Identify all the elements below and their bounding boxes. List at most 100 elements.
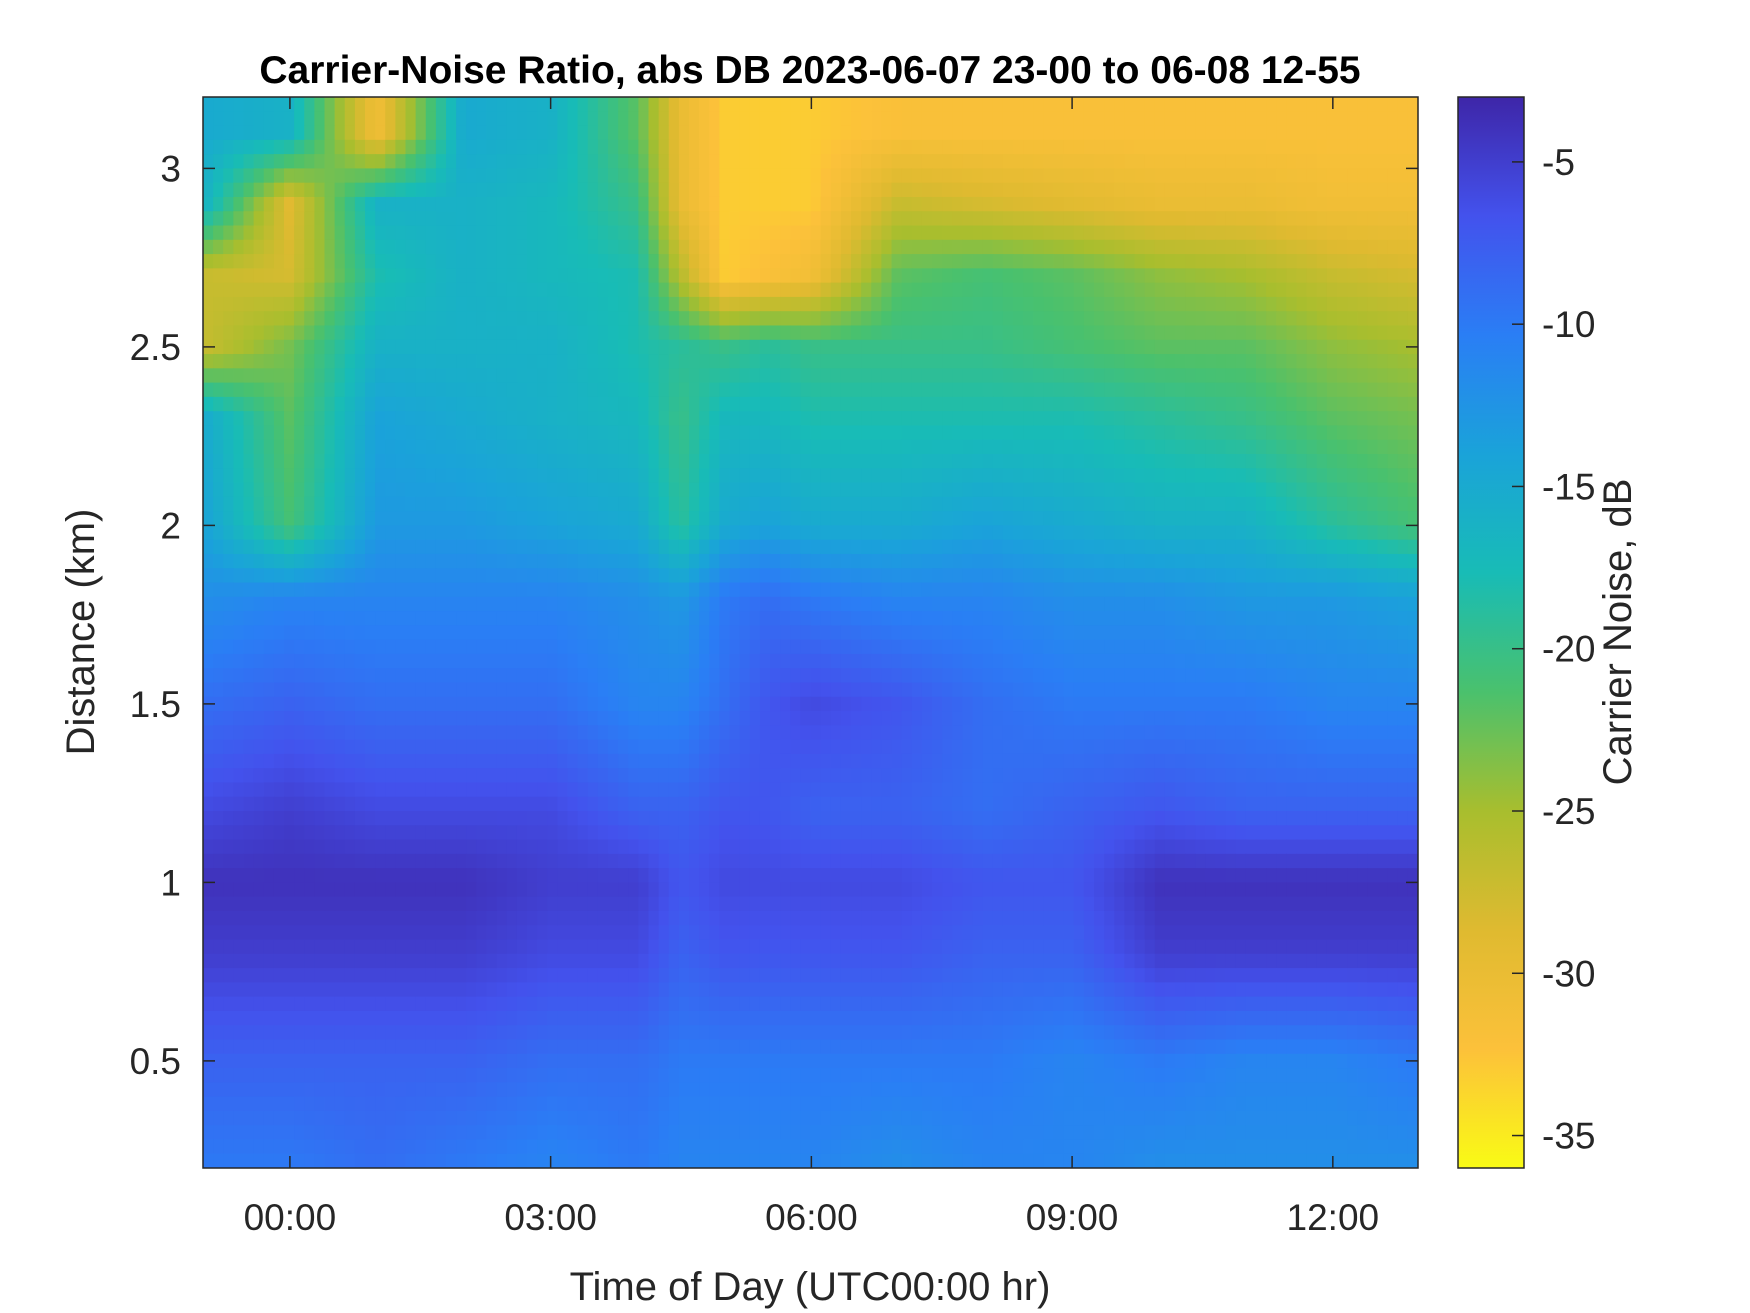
- heatmap-cell: [719, 139, 731, 155]
- heatmap-cell: [790, 468, 801, 484]
- heatmap-cell: [962, 668, 974, 684]
- heatmap-cell: [334, 268, 346, 284]
- heatmap-cell: [354, 125, 366, 141]
- heatmap-cell: [1033, 625, 1044, 641]
- heatmap-cell: [1306, 225, 1318, 241]
- heatmap-cell: [243, 268, 255, 284]
- heatmap-cell: [294, 111, 305, 127]
- heatmap-cell: [1124, 625, 1136, 641]
- heatmap-cell: [638, 682, 650, 698]
- heatmap-cell: [1124, 396, 1136, 412]
- heatmap-cell: [648, 653, 660, 669]
- heatmap-cell: [405, 125, 417, 141]
- heatmap-cell: [1215, 582, 1227, 598]
- heatmap-cell: [1124, 539, 1136, 555]
- heatmap-cell: [689, 196, 700, 212]
- heatmap-cell: [1225, 539, 1237, 555]
- heatmap-cell: [1337, 553, 1348, 569]
- heatmap-cell: [334, 668, 346, 684]
- heatmap-cell: [476, 368, 488, 384]
- heatmap-cell: [506, 311, 518, 327]
- heatmap-cell: [1276, 596, 1287, 612]
- heatmap-cell: [1175, 496, 1186, 512]
- heatmap-cell: [1377, 268, 1389, 284]
- heatmap-cell: [1033, 439, 1044, 455]
- heatmap-cell: [425, 296, 437, 312]
- heatmap-cell: [790, 454, 801, 469]
- heatmap-cell: [1114, 254, 1125, 269]
- heatmap-cell: [385, 325, 396, 341]
- heatmap-cell: [597, 553, 609, 569]
- heatmap-cell: [1185, 282, 1196, 298]
- heatmap-cell: [324, 553, 336, 569]
- heatmap-cell: [395, 511, 407, 526]
- heatmap-cell: [719, 682, 731, 698]
- heatmap-cell: [587, 182, 599, 198]
- heatmap-cell: [577, 611, 589, 626]
- heatmap-cell: [466, 482, 477, 498]
- heatmap-cell: [314, 125, 326, 141]
- heatmap-cell: [881, 425, 893, 441]
- heatmap-cell: [385, 568, 396, 584]
- heatmap-cell: [861, 525, 872, 541]
- heatmap-cell: [213, 439, 224, 455]
- heatmap-cell: [911, 339, 923, 355]
- heatmap-cell: [557, 511, 569, 526]
- heatmap-cell: [527, 582, 538, 598]
- heatmap-cell: [213, 553, 224, 569]
- heatmap-cell: [1347, 239, 1358, 255]
- heatmap-cell: [425, 439, 437, 455]
- heatmap-cell: [729, 396, 741, 412]
- heatmap-cell: [1124, 339, 1136, 355]
- heatmap-cell: [1134, 454, 1146, 469]
- heatmap-cell: [324, 368, 336, 384]
- heatmap-cell: [1195, 139, 1206, 155]
- heatmap-cell: [719, 611, 731, 626]
- heatmap-cell: [1337, 282, 1348, 298]
- heatmap-cell: [1397, 282, 1409, 298]
- heatmap-cell: [972, 568, 984, 584]
- heatmap-cell: [527, 596, 538, 612]
- heatmap-cell: [689, 139, 700, 155]
- heatmap-cell: [1083, 325, 1095, 341]
- heatmap-cell: [932, 653, 943, 669]
- heatmap-cell: [608, 625, 619, 641]
- heatmap-cell: [375, 639, 386, 655]
- heatmap-cell: [709, 282, 720, 298]
- heatmap-cell: [972, 139, 984, 155]
- heatmap-cell: [324, 496, 336, 512]
- heatmap-cell: [273, 639, 285, 655]
- heatmap-cell: [203, 454, 214, 469]
- heatmap-cell: [1367, 268, 1379, 284]
- heatmap-cell: [810, 454, 822, 469]
- heatmap-cell: [1215, 196, 1227, 212]
- heatmap-cell: [537, 325, 548, 341]
- heatmap-cell: [962, 111, 974, 127]
- heatmap-cell: [770, 539, 781, 555]
- heatmap-cell: [446, 639, 457, 655]
- heatmap-cell: [496, 582, 508, 598]
- heatmap-cell: [1276, 254, 1287, 269]
- heatmap-cell: [1347, 139, 1358, 155]
- heatmap-cell: [1185, 425, 1196, 441]
- heatmap-cell: [972, 382, 984, 398]
- heatmap-cell: [587, 411, 599, 427]
- heatmap-cell: [982, 625, 994, 641]
- heatmap-cell: [921, 354, 933, 369]
- heatmap-cell: [294, 97, 305, 112]
- heatmap-cell: [354, 396, 366, 412]
- heatmap-cell: [982, 268, 994, 284]
- heatmap-cell: [830, 168, 842, 184]
- heatmap-cell: [790, 211, 801, 227]
- heatmap-cell: [344, 168, 356, 184]
- heatmap-cell: [1124, 454, 1136, 469]
- heatmap-cell: [749, 553, 761, 569]
- heatmap-cell: [223, 468, 234, 484]
- heatmap-cell: [1144, 196, 1156, 212]
- heatmap-cell: [314, 311, 326, 327]
- heatmap-cell: [456, 653, 467, 669]
- heatmap-cell: [1104, 396, 1115, 412]
- heatmap-cell: [395, 239, 407, 255]
- heatmap-cell: [577, 168, 589, 184]
- heatmap-cell: [1397, 425, 1409, 441]
